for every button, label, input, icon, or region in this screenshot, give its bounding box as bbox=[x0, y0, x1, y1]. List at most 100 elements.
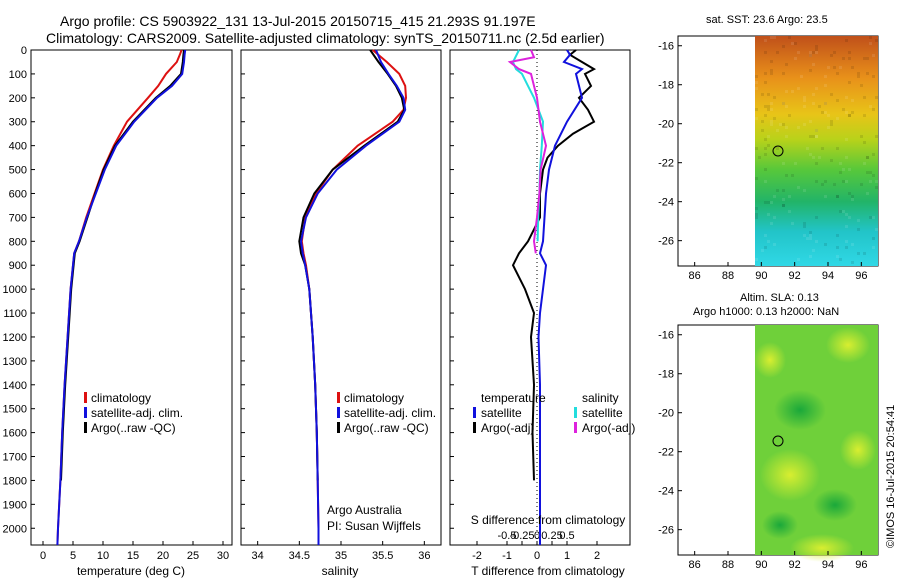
sst-pixel bbox=[818, 105, 821, 108]
sst-pixel bbox=[764, 105, 767, 108]
sst-pixel bbox=[842, 180, 845, 183]
x-tick-label: 34.5 bbox=[289, 550, 310, 562]
sst-pixel bbox=[848, 168, 851, 171]
sst-pixel bbox=[806, 237, 809, 240]
x-tick-label: 36 bbox=[418, 550, 430, 562]
map-y-tick-label: -24 bbox=[658, 197, 674, 209]
legend-swatch-t-satellite bbox=[473, 407, 476, 418]
sst-pixel bbox=[767, 201, 770, 204]
sst-pixel bbox=[785, 174, 788, 177]
x-tick-label: 10 bbox=[97, 550, 109, 562]
temperature-plot-frame bbox=[30, 49, 233, 546]
diff-xlabel: T difference from climatology bbox=[471, 564, 625, 578]
sst-pixel bbox=[809, 120, 812, 123]
sst-pixel bbox=[788, 210, 791, 213]
sst-pixel bbox=[872, 153, 875, 156]
sst-pixel bbox=[812, 249, 815, 252]
sst-pixel bbox=[830, 93, 833, 96]
sst-pixel bbox=[824, 243, 827, 246]
depth-tick-label: 1600 bbox=[3, 428, 27, 440]
salinity-xlabel: salinity bbox=[322, 564, 359, 578]
sst-pixel bbox=[785, 135, 788, 138]
map-x-tick-label: 86 bbox=[689, 270, 701, 282]
sst-pixel bbox=[755, 117, 758, 120]
sst-pixel bbox=[848, 51, 851, 54]
figure-title-line1: Argo profile: CS 5903922_131 13-Jul-2015… bbox=[60, 13, 536, 29]
sst-pixel bbox=[755, 108, 758, 111]
sla-map-title2: Argo h1000: 0.13 h2000: NaN bbox=[693, 306, 839, 318]
x-tick-label: -0.5 bbox=[498, 530, 517, 542]
sst-pixel bbox=[827, 126, 830, 129]
sst-pixel bbox=[863, 57, 866, 60]
sst-pixel bbox=[827, 114, 830, 117]
sst-pixel bbox=[773, 117, 776, 120]
sst-pixel bbox=[794, 57, 797, 60]
sst-pixel bbox=[842, 108, 845, 111]
legend-swatch-satellite bbox=[84, 407, 87, 418]
legend-label-satellite: satellite-adj. clim. bbox=[91, 406, 183, 420]
sst-pixel bbox=[770, 201, 773, 204]
x-tick-label: 0 bbox=[534, 530, 540, 542]
sst-pixel bbox=[791, 174, 794, 177]
sst-pixel bbox=[770, 108, 773, 111]
sst-pixel bbox=[830, 159, 833, 162]
sla-argo-marker bbox=[772, 435, 784, 447]
sst-pixel bbox=[836, 72, 839, 75]
sst-pixel bbox=[794, 162, 797, 165]
sst-pixel bbox=[818, 156, 821, 159]
sst-pixel bbox=[815, 216, 818, 219]
sst-pixel bbox=[869, 105, 872, 108]
legend-label-argo: Argo(..raw -QC) bbox=[91, 421, 176, 435]
sst-pixel bbox=[845, 225, 848, 228]
map-y-tick-label: -22 bbox=[658, 158, 674, 170]
sst-pixel bbox=[875, 180, 878, 183]
sst-pixel bbox=[845, 111, 848, 114]
sst-pixel bbox=[815, 135, 818, 138]
diff-s-satellite-line bbox=[511, 49, 545, 242]
legend-swatch-climatology bbox=[337, 392, 340, 403]
x-tick-label: -0.25 bbox=[509, 530, 534, 542]
sst-pixel bbox=[815, 45, 818, 48]
sst-pixel bbox=[770, 36, 773, 39]
map-x-tick-label: 90 bbox=[755, 559, 767, 571]
sst-pixel bbox=[809, 255, 812, 258]
sst-pixel bbox=[836, 99, 839, 102]
sst-pixel bbox=[815, 51, 818, 54]
legend-label-t-argo: Argo(-adj) bbox=[481, 421, 534, 435]
sst-pixel bbox=[812, 93, 815, 96]
x-tick-label: 0.5 bbox=[559, 530, 574, 542]
sst-pixel bbox=[767, 144, 770, 147]
map-y-tick-label: -18 bbox=[658, 369, 674, 381]
sst-pixel bbox=[833, 66, 836, 69]
depth-tick-label: 1500 bbox=[3, 404, 27, 416]
map-x-tick-label: 94 bbox=[822, 559, 834, 571]
x-tick-label: 5 bbox=[70, 550, 76, 562]
legend-swatch-s-satellite bbox=[574, 407, 577, 418]
sst-pixel bbox=[812, 51, 815, 54]
sst-pixel bbox=[809, 153, 812, 156]
sst-pixel bbox=[767, 213, 770, 216]
imos-credit: ©IMOS 16-Jul-2015 20:54:41 bbox=[885, 404, 897, 548]
x-tick-label: 34 bbox=[252, 550, 264, 562]
sst-pixel bbox=[773, 36, 776, 39]
sst-pixel bbox=[812, 156, 815, 159]
sst-pixel bbox=[872, 216, 875, 219]
sst-pixel bbox=[875, 96, 878, 99]
sla-map-title1: Altim. SLA: 0.13 bbox=[740, 292, 819, 304]
sst-pixel bbox=[797, 258, 800, 261]
sst-pixel bbox=[875, 186, 878, 189]
sst-pixel bbox=[872, 108, 875, 111]
sst-pixel bbox=[833, 51, 836, 54]
sst-pixel bbox=[794, 42, 797, 45]
sst-pixel bbox=[770, 222, 773, 225]
sst-pixel bbox=[803, 105, 806, 108]
sst-pixel bbox=[809, 135, 812, 138]
depth-tick-label: 1700 bbox=[3, 452, 27, 464]
sst-pixel bbox=[782, 189, 785, 192]
sst-pixel bbox=[770, 120, 773, 123]
x-tick-label: 35 bbox=[335, 550, 347, 562]
sst-pixel bbox=[836, 117, 839, 120]
sal-satellite-line bbox=[299, 49, 407, 545]
sst-pixel bbox=[767, 135, 770, 138]
